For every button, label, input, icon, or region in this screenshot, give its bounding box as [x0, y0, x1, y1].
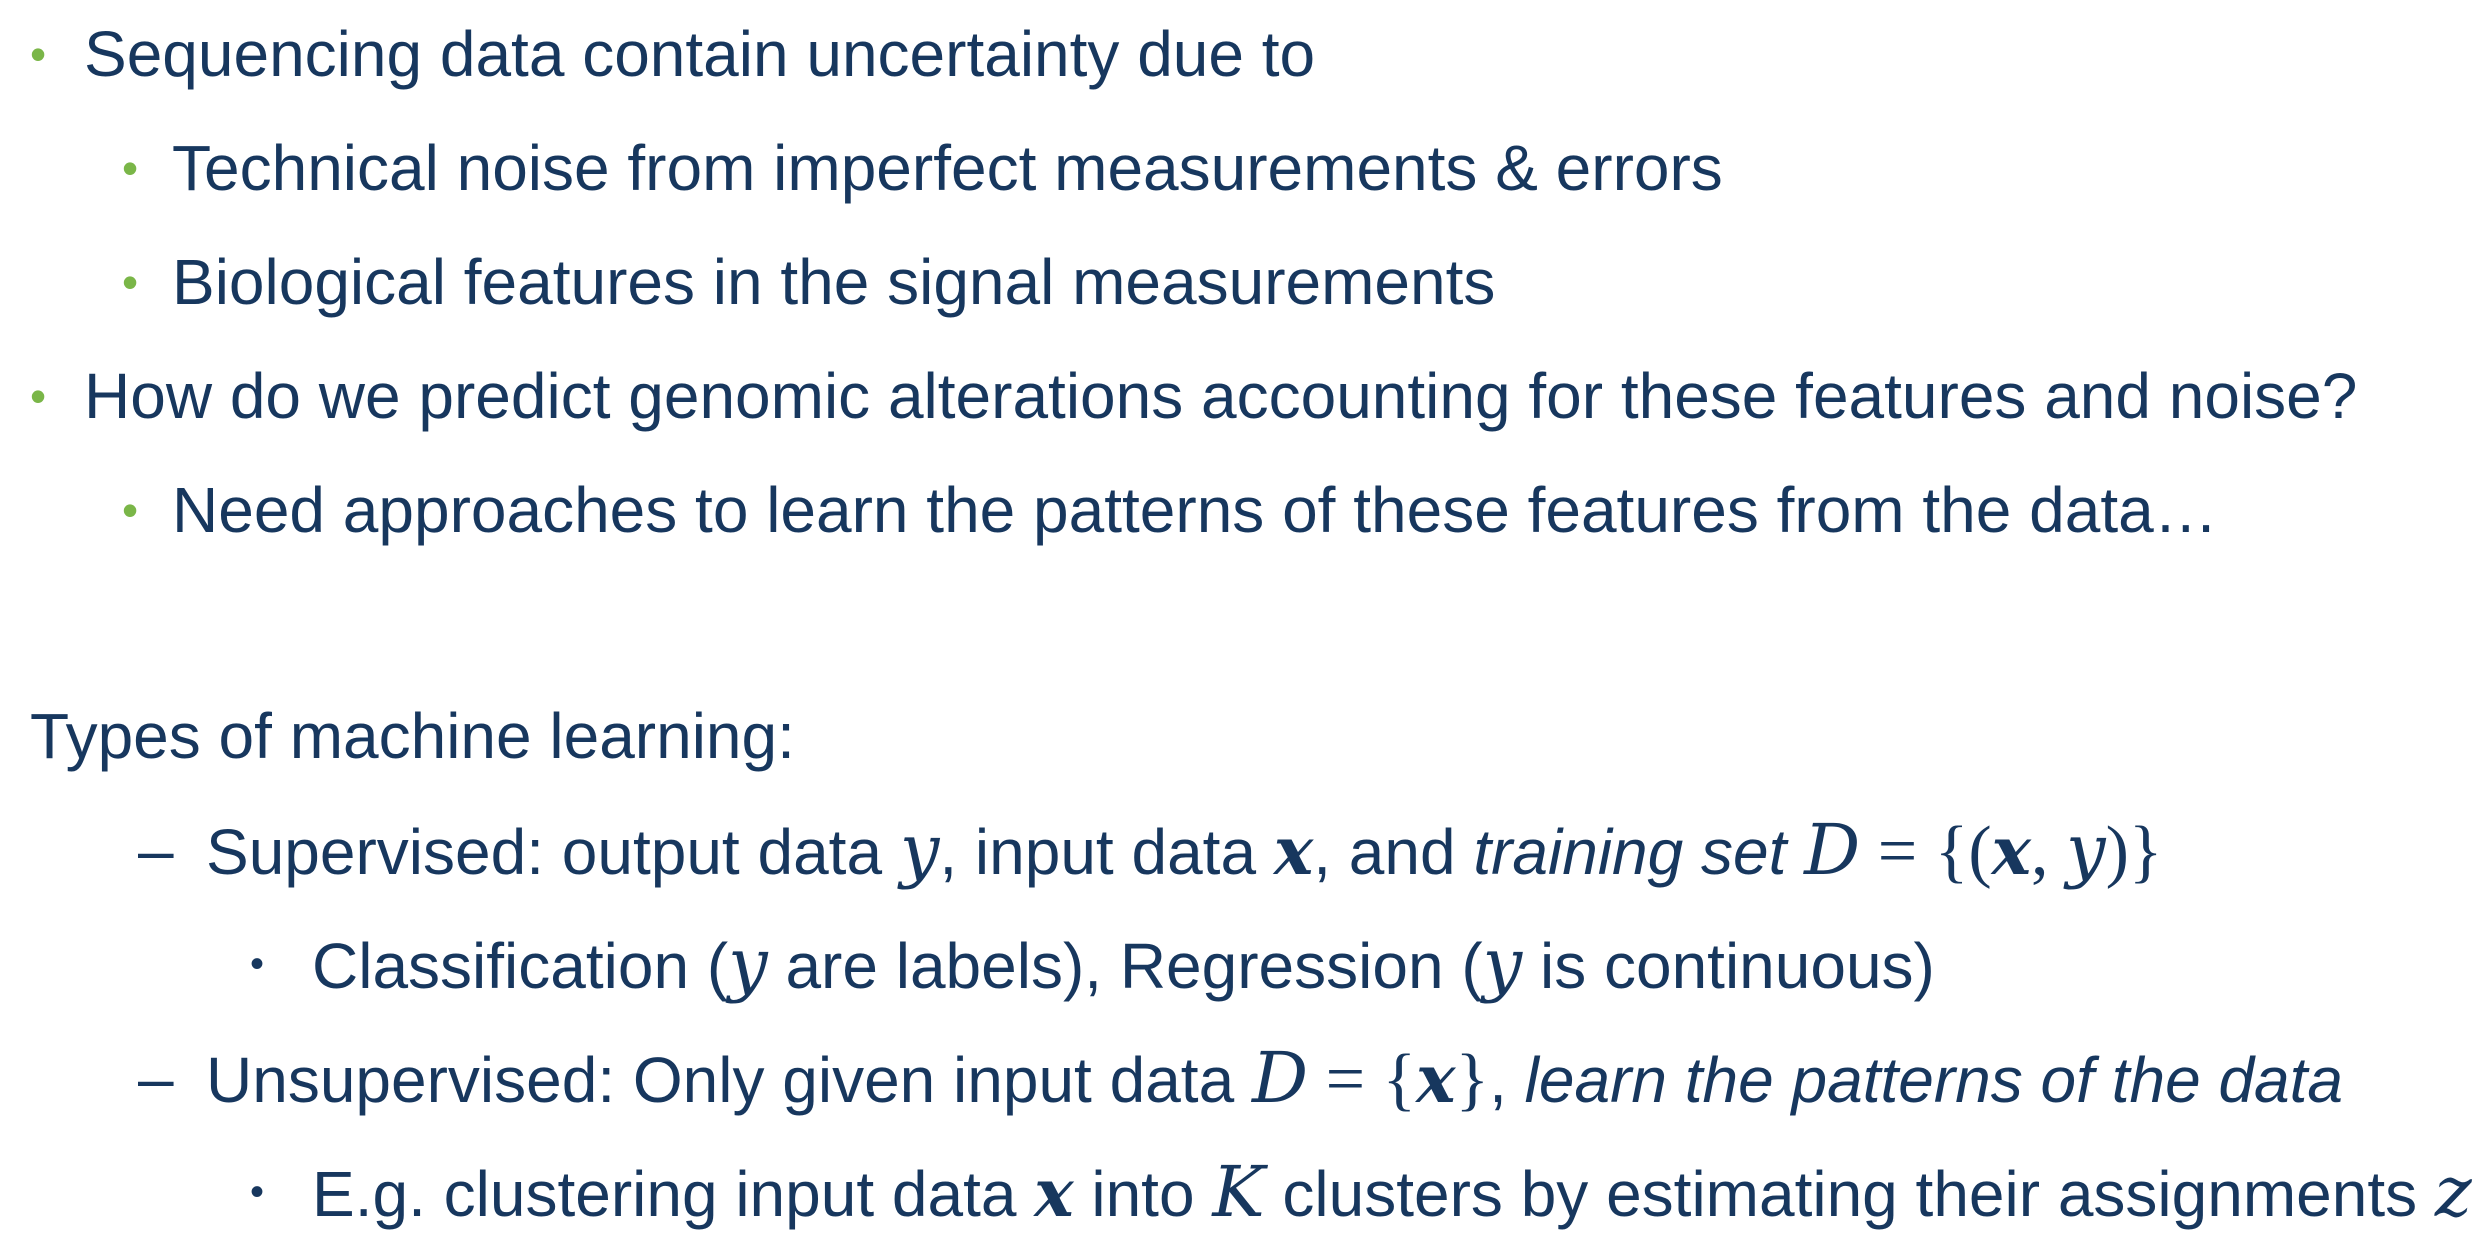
classification-text: are labels), Regression (	[767, 930, 1483, 1002]
math-eq: = {(	[1860, 813, 1992, 890]
math-y: y	[728, 923, 768, 1005]
math-x: x	[1034, 1154, 1074, 1232]
clustering-text: E.g. clustering input data	[312, 1158, 1035, 1230]
bullet-icon: •	[250, 942, 265, 986]
bullet-text: How do we predict genomic alterations ac…	[84, 360, 2358, 432]
math-x: x	[1273, 812, 1314, 890]
clustering-line: E.g. clustering input data x into K clus…	[312, 1152, 2472, 1234]
training-set-text: training set	[1473, 816, 1805, 888]
supervised-input-text: , input data	[939, 816, 1274, 888]
classification-line: Classification (y are labels), Regressio…	[312, 924, 1935, 1006]
supervised-label: Supervised: output data	[206, 816, 900, 888]
types-heading-text: Types of machine learning:	[30, 700, 795, 772]
math-close: )}	[2105, 813, 2163, 890]
math-D: D	[1804, 809, 1861, 891]
math-y: y	[899, 809, 940, 891]
sub-bullet-text: Biological features in the signal measur…	[172, 246, 1496, 318]
unsupervised-sep: ,	[1489, 1044, 1525, 1116]
learn-patterns-text: learn the patterns of the data	[1524, 1044, 2344, 1116]
classification-text: Classification (	[312, 930, 729, 1002]
unsupervised-label: Unsupervised: Only given input data	[206, 1044, 1252, 1116]
bullet-icon: •	[122, 142, 139, 194]
clustering-text: clusters by estimating their assignments	[1264, 1158, 2435, 1230]
bullet-icon: •	[122, 484, 139, 536]
math-comma: ,	[2031, 813, 2067, 890]
supervised-line: Supervised: output data y, input data x,…	[206, 810, 2163, 892]
bullet-icon: •	[250, 1170, 265, 1214]
dash-icon: –	[138, 814, 174, 886]
math-close: }	[1455, 1041, 1490, 1118]
sub-bullet-text: Need approaches to learn the patterns of…	[172, 474, 2218, 546]
bullet-text: Sequencing data contain uncertainty due …	[84, 18, 1316, 90]
math-eq: = {	[1308, 1041, 1417, 1118]
math-K: K	[1212, 1151, 1265, 1233]
math-y: y	[2066, 809, 2106, 891]
sub-bullet-text: Technical noise from imperfect measureme…	[172, 132, 1723, 204]
math-D: D	[1251, 1037, 1309, 1119]
math-z: z	[2434, 1151, 2472, 1233]
unsupervised-line: Unsupervised: Only given input data D = …	[206, 1038, 2343, 1120]
supervised-and-text: , and	[1313, 816, 1474, 888]
bullet-icon: •	[30, 28, 47, 80]
bullet-icon: •	[122, 256, 139, 308]
math-x: x	[1991, 812, 2032, 890]
dash-icon: –	[138, 1042, 174, 1114]
math-y: y	[1482, 923, 1523, 1005]
classification-text: is continuous)	[1522, 930, 1935, 1002]
clustering-text: into	[1073, 1158, 1213, 1230]
math-x: x	[1416, 1040, 1456, 1118]
bullet-icon: •	[30, 370, 47, 422]
